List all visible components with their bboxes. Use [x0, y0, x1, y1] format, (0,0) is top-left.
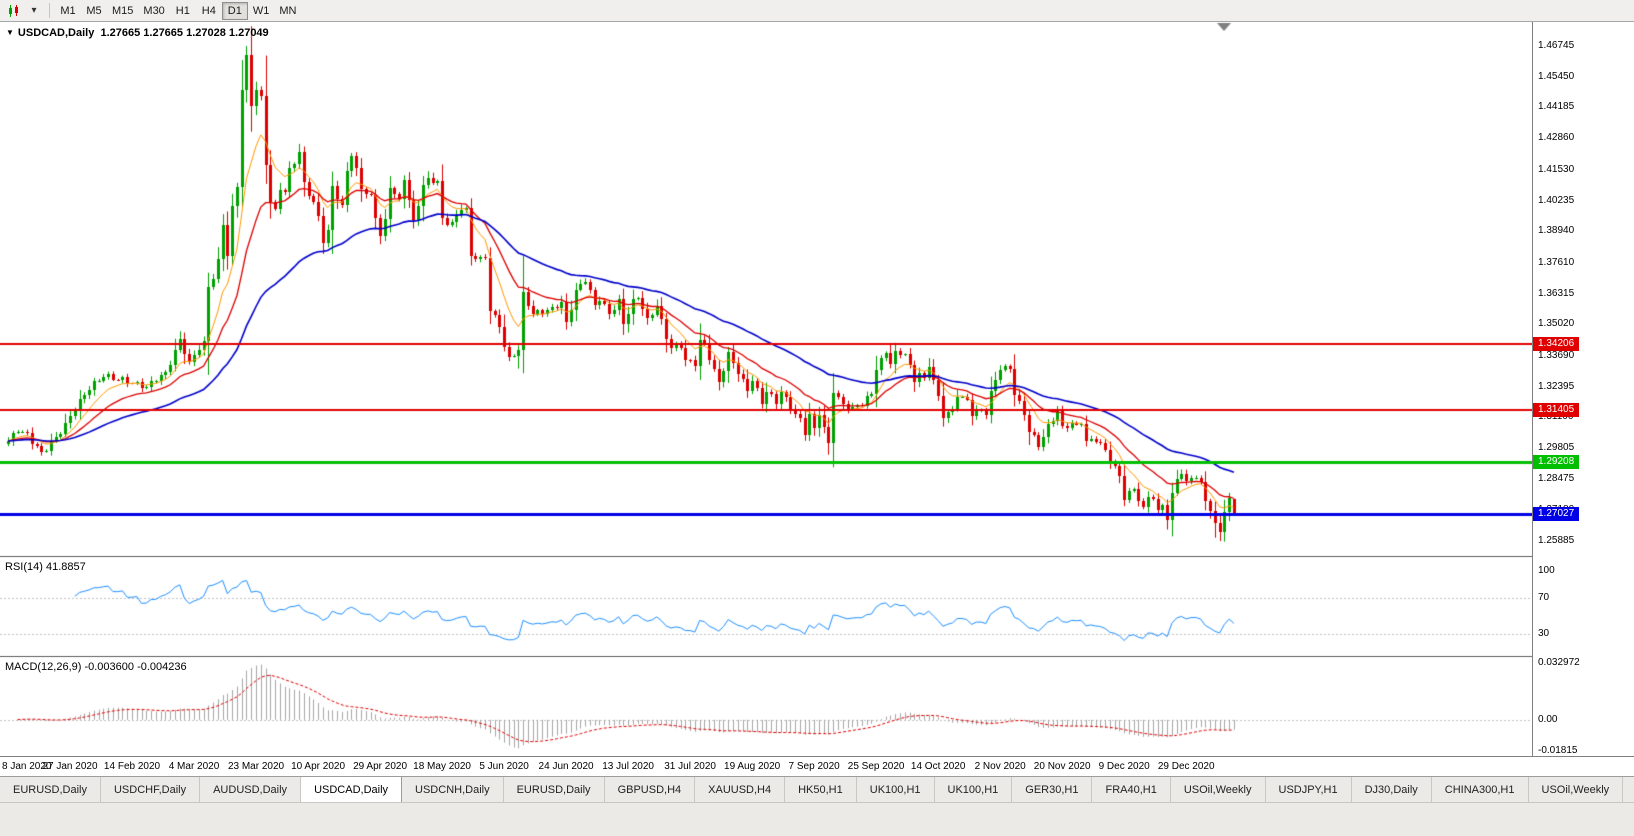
price-scale-label: 1.32395: [1538, 380, 1575, 392]
timeframe-button-M5[interactable]: M5: [86, 4, 102, 17]
chart-tab-CHINA300-H1-16[interactable]: CHINA300,H1: [1431, 777, 1529, 802]
chart-tab-USDCNH-Daily-4[interactable]: USDCNH,Daily: [402, 777, 504, 802]
chart-canvas[interactable]: [0, 22, 1532, 756]
chart-tab-XAUUSD-H4-7[interactable]: XAUUSD,H4: [695, 777, 786, 802]
date-label: 29 Apr 2020: [353, 761, 408, 772]
bottom-strip: [0, 802, 1634, 836]
chart-tab-AUDUSD-Daily-2[interactable]: AUDUSD,Daily: [200, 777, 302, 802]
chart-tab-USOil-Weekly-13[interactable]: USOil,Weekly: [1170, 777, 1266, 802]
timeframe-button-M30[interactable]: M30: [143, 4, 165, 17]
date-label: 7 Sep 2020: [788, 761, 840, 772]
date-label: 24 Jun 2020: [538, 761, 594, 772]
timeframe-button-D1[interactable]: D1: [221, 1, 248, 20]
macd-scale-label: 0.00: [1538, 713, 1558, 725]
price-scale-label: 1.46745: [1538, 40, 1575, 52]
rsi-scale-label: 30: [1538, 627, 1550, 639]
date-label: 2 Nov 2020: [974, 761, 1026, 772]
chart-title: ▼ USDCAD,Daily 1.27665 1.27665 1.27028 1.…: [6, 27, 269, 39]
chart-tab-EURUSD-Daily-0[interactable]: EURUSD,Daily: [0, 777, 101, 802]
date-label: 10 Apr 2020: [291, 761, 346, 772]
chart-tab-DJ30-Daily-15[interactable]: DJ30,Daily: [1351, 777, 1432, 802]
date-label: 9 Dec 2020: [1098, 761, 1150, 772]
date-label: 5 Jun 2020: [479, 761, 529, 772]
price-scale-label: 1.37610: [1538, 256, 1575, 268]
date-label: 14 Feb 2020: [103, 761, 161, 772]
chart-tab-GER30-H1-11[interactable]: GER30,H1: [1012, 777, 1093, 802]
date-label: 23 Mar 2020: [227, 761, 285, 772]
timeframe-button-H4[interactable]: H4: [201, 4, 216, 17]
date-label: 18 May 2020: [413, 761, 471, 772]
rsi-scale-label: 70: [1538, 591, 1550, 603]
date-label: 4 Mar 2020: [168, 761, 220, 772]
hline-price-badge-1.31405: 1.31405: [1533, 402, 1580, 417]
price-scale-label: 1.38940: [1538, 225, 1575, 237]
chart-tab-USDJPY-H1-14[interactable]: USDJPY,H1: [1265, 777, 1352, 802]
date-label: 25 Sep 2020: [847, 761, 905, 772]
price-scale-label: 1.41530: [1538, 163, 1575, 175]
candlestick-chart-icon[interactable]: [4, 2, 24, 20]
chart-tab-UK100-H1-10[interactable]: UK100,H1: [934, 777, 1013, 802]
timeframe-button-MN[interactable]: MN: [279, 4, 297, 17]
date-label: 27 Jan 2020: [42, 761, 98, 772]
hline-price-badge-1.27027: 1.27027: [1533, 506, 1580, 521]
chart-area: ▼ USDCAD,Daily 1.27665 1.27665 1.27028 1.…: [0, 22, 1634, 756]
macd-scale-label: -0.01815: [1538, 745, 1578, 757]
price-scale-label: 1.42860: [1538, 132, 1575, 144]
date-label: 29 Dec 2020: [1157, 761, 1215, 772]
chart-symbol-label: USDCAD,Daily: [17, 27, 95, 39]
pane-separator-macd[interactable]: [0, 656, 1634, 657]
price-scale-label: 1.29805: [1538, 441, 1575, 453]
chart-tab-FRA40-H1-12[interactable]: FRA40,H1: [1092, 777, 1171, 802]
hline-price-badge-1.34206: 1.34206: [1533, 336, 1580, 351]
pane-separator-rsi[interactable]: [0, 556, 1634, 557]
rsi-scale-label: 100: [1538, 564, 1555, 576]
date-label: 19 Aug 2020: [724, 761, 781, 772]
timeframe-button-W1[interactable]: W1: [252, 4, 270, 17]
chart-tab-EURUSD-Daily-5[interactable]: EURUSD,Daily: [503, 777, 605, 802]
chart-tab-USDCAD-Daily-3[interactable]: USDCAD,Daily: [301, 777, 403, 802]
timeframe-button-H1[interactable]: H1: [175, 4, 190, 17]
hline-price-badge-1.29208: 1.29208: [1533, 455, 1580, 470]
price-scale-label: 1.28475: [1538, 473, 1575, 485]
timeframe-button-group: M1 M5 M15 M30 H1 H4 D1 W1 MN: [55, 1, 301, 20]
date-label: 31 Jul 2020: [664, 761, 716, 772]
date-label: 14 Oct 2020: [910, 761, 966, 772]
timeframe-dropdown-icon[interactable]: ▾: [31, 5, 37, 16]
chart-tab-UK100-H1-9[interactable]: UK100,H1: [856, 777, 935, 802]
macd-indicator-label: MACD(12,26,9) -0.003600 -0.004236: [5, 661, 187, 673]
chart-menu-arrow-icon[interactable]: ▼: [6, 28, 14, 37]
price-scale-label: 1.25885: [1538, 534, 1575, 546]
price-scale-label: 1.44185: [1538, 100, 1575, 112]
date-label: 8 Jan 2020: [2, 761, 52, 772]
price-scale-label: 1.33690: [1538, 349, 1575, 361]
date-label: 13 Jul 2020: [602, 761, 654, 772]
toolbar-separator: [49, 3, 50, 18]
price-scale[interactable]: 1.46745 1.45450 1.44185 1.42860 1.41530 1.402…: [1533, 22, 1634, 756]
chart-tab-GBPUSD-H4-6[interactable]: GBPUSD,H4: [604, 777, 696, 802]
price-scale-label: 1.40235: [1538, 194, 1575, 206]
price-scale-label: 1.36315: [1538, 287, 1575, 299]
chart-ohlc-readout: 1.27665 1.27665 1.27028 1.27049: [100, 27, 269, 39]
time-axis[interactable]: 8 Jan 2020 27 Jan 2020 14 Feb 2020 4 Mar 20…: [0, 756, 1634, 776]
chart-tab-USOil-Weekly-17[interactable]: USOil,Weekly: [1528, 777, 1624, 802]
chart-tab-bar: EURUSD,Daily USDCHF,Daily AUDUSD,Daily USDC…: [0, 776, 1634, 802]
rsi-indicator-label: RSI(14) 41.8857: [5, 561, 86, 573]
chart-tab-HK50-H1-8[interactable]: HK50,H1: [785, 777, 857, 802]
price-scale-label: 1.35020: [1538, 318, 1575, 330]
toolbar: ▾ M1 M5 M15 M30 H1 H4 D1 W1 MN: [0, 0, 1634, 22]
scale-separator: [1532, 22, 1533, 756]
timeframe-button-M15[interactable]: M15: [112, 4, 134, 17]
timeframe-button-M1[interactable]: M1: [60, 4, 76, 17]
date-label: 20 Nov 2020: [1033, 761, 1091, 772]
macd-scale-label: 0.032972: [1538, 657, 1580, 669]
chart-tab-USDCHF-Daily-1[interactable]: USDCHF,Daily: [100, 777, 201, 802]
price-scale-label: 1.45450: [1538, 70, 1575, 82]
